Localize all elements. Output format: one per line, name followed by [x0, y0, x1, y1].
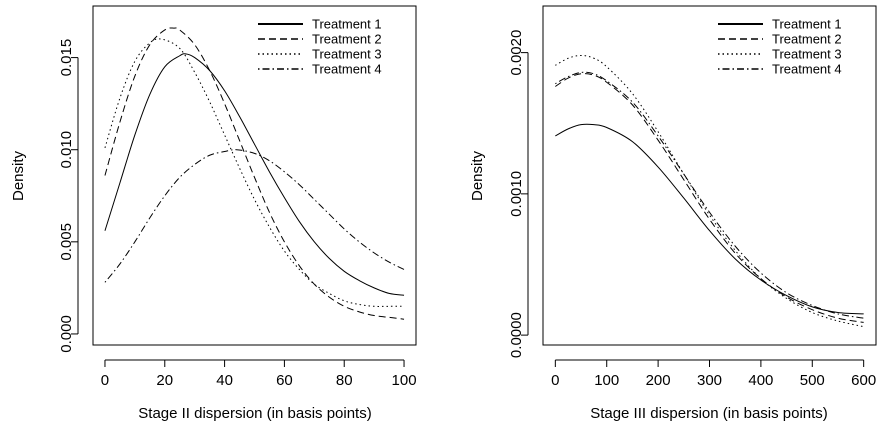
series-line-treatment-1 — [104, 53, 405, 296]
y-tick-label: 0.000 — [58, 315, 75, 353]
series-line-treatment-4 — [555, 71, 864, 319]
legend-label-treatment-2: Treatment 2 — [312, 32, 382, 47]
x-tick-label: 60 — [276, 372, 293, 389]
legend-label-treatment-3: Treatment 3 — [772, 47, 842, 62]
x-axis-title: Stage II dispersion (in basis points) — [138, 405, 371, 422]
y-tick-label: 0.0010 — [508, 171, 525, 217]
legend-label-treatment-2: Treatment 2 — [772, 32, 842, 47]
y-tick-label: 0.005 — [58, 223, 75, 261]
legend-label-treatment-4: Treatment 4 — [312, 62, 382, 77]
x-tick-label: 100 — [392, 372, 417, 389]
x-tick-label: 0 — [551, 372, 559, 389]
x-tick-label: 0 — [101, 372, 109, 389]
plot-frame — [92, 5, 417, 346]
x-tick-label: 600 — [851, 372, 876, 389]
x-tick-label: 80 — [336, 372, 353, 389]
series-line-treatment-2 — [555, 73, 864, 323]
plot-frame — [542, 5, 877, 346]
x-tick-label: 20 — [156, 372, 173, 389]
legend-label-treatment-1: Treatment 1 — [772, 17, 842, 32]
x-tick-label: 400 — [748, 372, 773, 389]
series-line-treatment-1 — [555, 123, 864, 315]
y-tick-label: 0.0000 — [508, 312, 525, 358]
x-tick-label: 200 — [646, 372, 671, 389]
legend-label-treatment-3: Treatment 3 — [312, 47, 382, 62]
legend-label-treatment-1: Treatment 1 — [312, 17, 382, 32]
y-axis-title: Density — [469, 150, 486, 201]
series-line-treatment-3 — [104, 38, 405, 307]
x-tick-label: 300 — [697, 372, 722, 389]
y-tick-label: 0.015 — [58, 39, 75, 77]
chart-panel-1: 0 20 40 60 80 100 0.000 0.005 0.010 0.015 Stage II… — [10, 5, 417, 422]
chart-panel-2: 0 100 200 300 400 500 600 0.0000 0.0010 0.0020 Sta… — [469, 5, 877, 422]
series-line-treatment-2 — [104, 27, 405, 320]
x-tick-label: 100 — [594, 372, 619, 389]
series-line-treatment-3 — [555, 54, 864, 328]
x-axis-title: Stage III dispersion (in basis points) — [590, 405, 828, 422]
x-tick-label: 40 — [216, 372, 233, 389]
legend-label-treatment-4: Treatment 4 — [772, 62, 842, 77]
series-line-treatment-4 — [104, 149, 405, 283]
x-tick-label: 500 — [800, 372, 825, 389]
y-tick-label: 0.010 — [58, 131, 75, 169]
y-axis-title: Density — [10, 150, 27, 201]
y-tick-label: 0.0020 — [508, 30, 525, 76]
